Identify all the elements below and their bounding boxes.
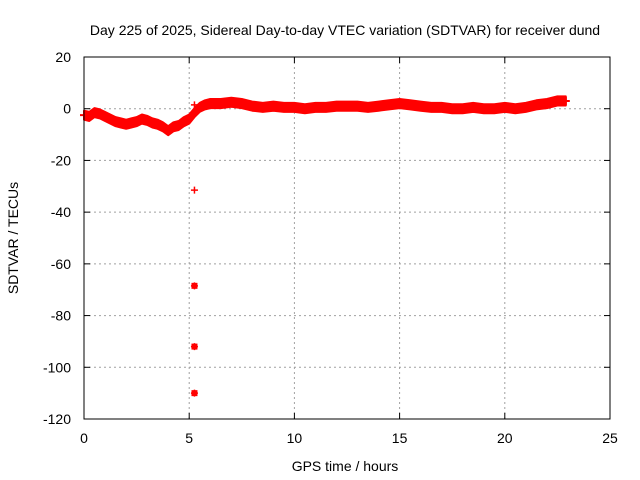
- data-point: [364, 103, 373, 112]
- data-point: [406, 100, 415, 109]
- outlier-point: [190, 101, 198, 109]
- y-tick-label: -60: [51, 256, 71, 272]
- data-point: [353, 102, 362, 111]
- data-point: [437, 103, 446, 112]
- x-tick-label: 0: [80, 430, 88, 446]
- data-point: [200, 100, 209, 109]
- data-point: [169, 122, 178, 131]
- sdtvar-band: [83, 95, 567, 137]
- data-point: [237, 99, 246, 108]
- data-point: [448, 104, 457, 113]
- data-point: [532, 100, 541, 109]
- data-point: [106, 115, 115, 124]
- data-point: [458, 104, 467, 113]
- y-tick-label: -100: [43, 359, 71, 375]
- x-tick-label: 10: [287, 430, 303, 446]
- y-tick-label: -20: [51, 152, 71, 168]
- data-point: [227, 98, 236, 107]
- data-point: [321, 103, 330, 112]
- data-point: [269, 102, 278, 111]
- data-point: [332, 102, 341, 111]
- outlier-point-mark: [191, 390, 198, 397]
- data-point: [311, 103, 320, 112]
- data-point: [374, 102, 383, 111]
- outlier-point: [190, 186, 198, 194]
- data-point: [511, 104, 520, 113]
- data-point: [343, 102, 351, 111]
- data-point: [300, 104, 309, 113]
- y-tick-label: -80: [51, 308, 71, 324]
- data-point: [195, 103, 204, 112]
- data-point: [111, 117, 120, 126]
- data-point: [174, 121, 183, 130]
- data-point: [490, 104, 499, 113]
- data-point: [179, 117, 188, 126]
- data-point: [137, 115, 146, 124]
- data-point: [385, 100, 394, 109]
- data-point: [101, 112, 110, 121]
- x-tick-label: 20: [497, 430, 513, 446]
- data-point: [290, 103, 299, 112]
- data-point: [427, 103, 436, 112]
- grid-layer: [84, 57, 610, 419]
- data-point: [561, 96, 570, 105]
- y-tick-label: -120: [43, 411, 71, 427]
- data-point: [206, 99, 215, 108]
- data-point: [500, 103, 509, 112]
- data-point: [469, 103, 478, 112]
- y-tick-label: 0: [63, 101, 71, 117]
- data-layer: [80, 95, 570, 397]
- data-point: [90, 108, 99, 117]
- x-tick-label: 5: [185, 430, 193, 446]
- data-point: [521, 103, 530, 112]
- data-point: [164, 126, 173, 135]
- x-axis-label: GPS time / hours: [292, 458, 399, 474]
- data-point: [216, 99, 225, 108]
- data-point: [479, 104, 488, 113]
- y-tick-label: -40: [51, 204, 71, 220]
- tick-layer: 0 5 10 15 20 25 20 0 -20 -40 -60 -80 -100 -120: [43, 49, 618, 446]
- data-point: [153, 120, 162, 129]
- data-point: [553, 96, 562, 105]
- y-tick-label: 20: [55, 49, 71, 65]
- data-point: [395, 99, 404, 108]
- data-point: [95, 109, 104, 118]
- chart-title: Day 225 of 2025, Sidereal Day-to-day VTE…: [90, 22, 600, 38]
- data-point: [258, 103, 267, 112]
- data-point: [116, 118, 125, 127]
- data-point: [127, 118, 136, 127]
- data-point: [85, 112, 94, 121]
- data-point: [416, 102, 425, 111]
- data-point: [185, 115, 194, 124]
- x-tick-label: 15: [392, 430, 408, 446]
- data-point: [248, 102, 257, 111]
- data-point: [122, 120, 131, 129]
- data-point: [132, 117, 141, 126]
- outlier-point-mark: [191, 343, 198, 350]
- data-point: [148, 118, 157, 127]
- data-point: [143, 116, 152, 125]
- x-tick-label: 25: [602, 430, 618, 446]
- y-axis-label: SDTVAR / TECUs: [5, 182, 21, 294]
- data-point: [279, 103, 288, 112]
- data-point: [158, 122, 167, 131]
- data-point: [542, 99, 551, 108]
- data-point: [190, 108, 199, 117]
- outlier-point-mark: [191, 282, 198, 289]
- plot-frame: [83, 56, 611, 420]
